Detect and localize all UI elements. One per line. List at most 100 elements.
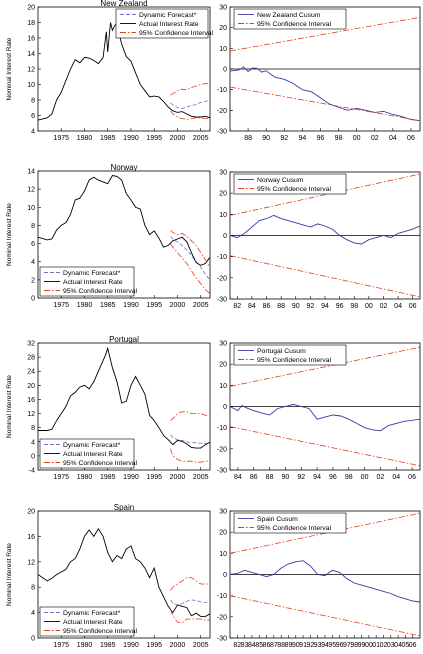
y-tick-label: -10 (217, 87, 227, 94)
x-tick-label: 03 (387, 642, 395, 649)
y-tick-label: -20 (217, 614, 227, 621)
y-tick-label: 12 (27, 187, 35, 194)
y-tick-label: 32 (27, 341, 35, 348)
legend-label: Actual Interest Rate (139, 21, 199, 28)
legend-label: Actual Interest Rate (63, 451, 123, 458)
y-tick-label: 16 (27, 36, 35, 43)
x-tick-label: 02 (377, 474, 385, 481)
chart-panel: 0 2 4 6 8 10 12 14 1975 1980 1985 1990 1995 2000 2005 N… (6, 163, 211, 309)
x-tick-label: 01 (372, 642, 380, 649)
legend-box (233, 344, 347, 366)
series-line (229, 595, 421, 637)
series-line (229, 173, 421, 216)
chart-panel: -30 -20 -10 0 10 20 30 82 84 86 88 90 92 94 96 98 00 02 04… (217, 170, 421, 310)
series-line (170, 82, 211, 96)
x-tick-label: 86 (263, 303, 271, 310)
y-tick-label: -20 (217, 275, 227, 282)
y-tick-label: 4 (31, 610, 35, 617)
y-tick-label: 30 (219, 5, 227, 12)
chart-panel: 4 6 8 10 12 14 16 18 20 1975 1980 1985 1990 1995 2000 2… (6, 0, 214, 142)
x-tick-label: 92 (306, 642, 314, 649)
x-tick-label: 94 (298, 135, 306, 142)
legend-label: 95% Confidence Interval (257, 186, 332, 193)
x-tick-label: 82 (233, 642, 241, 649)
x-tick-label: 88 (277, 303, 285, 310)
y-tick-label: 2 (31, 277, 35, 284)
chart-panel: -30 -20 -10 0 10 20 30 84 86 88 90 92 94 96 98 00 02 04 06… (217, 341, 421, 481)
x-tick-label: 96 (317, 135, 325, 142)
chart-title: Portugal (109, 335, 139, 344)
x-tick-label: 1980 (77, 302, 93, 309)
y-tick-label: 20 (219, 191, 227, 198)
x-tick-label: 2005 (193, 474, 209, 481)
x-tick-label: 82 (233, 303, 241, 310)
legend-label: 95% Confidence Interval (257, 21, 332, 28)
x-tick-label: 98 (345, 474, 353, 481)
y-tick-label: 16 (27, 534, 35, 541)
y-tick-label: 18 (27, 20, 35, 27)
y-tick-label: 8 (31, 98, 35, 105)
x-tick-label: 1985 (100, 135, 116, 142)
x-tick-label: 2005 (193, 642, 209, 649)
y-tick-label: 30 (219, 341, 227, 348)
y-axis-label: Nominal Interest Rate (6, 37, 13, 100)
legend-label: 95% Confidence Interval (139, 30, 214, 37)
y-tick-label: 0 (223, 404, 227, 411)
legend-label: 95% Confidence Interval (63, 288, 138, 295)
y-tick-label: 30 (219, 509, 227, 516)
series-line (229, 255, 421, 298)
x-tick-label: 87 (270, 642, 278, 649)
x-tick-label: 84 (248, 303, 256, 310)
legend-label: Dynamic Forecast* (139, 12, 197, 19)
x-tick-label: 1975 (53, 474, 69, 481)
x-tick-label: 2005 (193, 135, 209, 142)
y-tick-label: -30 (217, 297, 227, 304)
x-tick-label: 92 (306, 303, 314, 310)
x-tick-label: 06 (409, 642, 417, 649)
y-tick-label: 20 (27, 509, 35, 516)
y-tick-label: 16 (27, 397, 35, 404)
x-tick-label: 92 (297, 474, 305, 481)
series-line (229, 214, 421, 245)
x-tick-label: 1990 (123, 302, 139, 309)
y-axis-label: Nominal Interest Rate (6, 543, 13, 606)
x-tick-label: 94 (321, 642, 329, 649)
x-tick-label: 84 (234, 474, 242, 481)
legend: Spain Cusum 95% Confidence Interval (233, 512, 347, 534)
legend-box (233, 173, 347, 195)
y-axis-label: Nominal Interest Rate (6, 375, 13, 438)
series-line (229, 16, 421, 52)
legend: Dynamic Forecast* Actual Interest Rate 95%… (39, 438, 138, 469)
series-line (170, 599, 210, 606)
x-tick-label: 94 (321, 303, 329, 310)
x-tick-label: 00 (365, 303, 373, 310)
x-tick-label: 1985 (100, 642, 116, 649)
x-tick-label: 04 (389, 135, 397, 142)
legend-label: Dynamic Forecast* (63, 442, 121, 449)
series-line (229, 86, 421, 122)
series-line (229, 346, 421, 387)
y-tick-label: 30 (219, 170, 227, 177)
chart-title: Norway (110, 163, 137, 172)
x-tick-label: 1990 (123, 474, 139, 481)
y-tick-label: 0 (31, 296, 35, 303)
chart-panel: 0 4 8 12 16 20 1975 1980 1985 1990 1995 2000 2005 Spa… (6, 503, 211, 649)
y-tick-label: 10 (27, 82, 35, 89)
y-tick-label: 0 (223, 233, 227, 240)
y-tick-label: -20 (217, 446, 227, 453)
legend-label: Norway Cusum (257, 177, 304, 184)
y-tick-label: 24 (27, 369, 35, 376)
x-tick-label: 02 (371, 135, 379, 142)
y-tick-label: -10 (217, 425, 227, 432)
x-tick-label: 90 (262, 135, 270, 142)
x-tick-label: 1980 (77, 135, 93, 142)
y-tick-label: 14 (27, 51, 35, 58)
y-tick-label: 0 (31, 453, 35, 460)
x-tick-label: 88 (266, 474, 274, 481)
x-tick-label: 2000 (170, 135, 186, 142)
legend-label: Actual Interest Rate (63, 619, 123, 626)
y-axis-label: Nominal Interest Rate (6, 203, 13, 266)
x-tick-label: 04 (394, 642, 402, 649)
